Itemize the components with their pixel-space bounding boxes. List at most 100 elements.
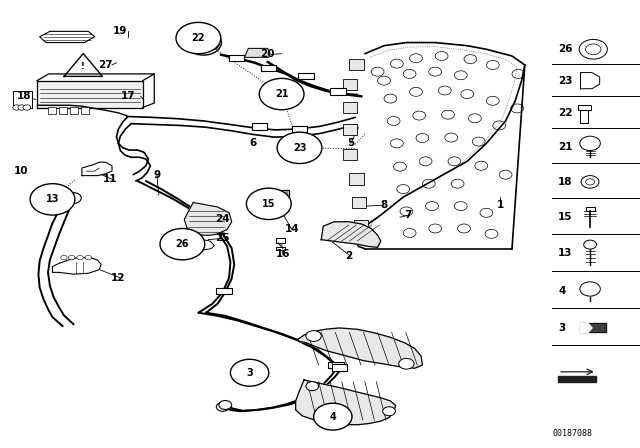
Bar [352,197,366,208]
Text: 27: 27 [99,60,113,70]
Text: !: ! [81,62,85,71]
Polygon shape [244,48,270,57]
Text: 15: 15 [262,199,276,209]
Text: 22: 22 [558,108,573,118]
Circle shape [186,30,221,55]
Circle shape [13,105,20,110]
Text: 00187088: 00187088 [552,429,592,438]
Polygon shape [276,247,285,250]
Bar [81,107,89,114]
Circle shape [66,193,81,203]
Text: 14: 14 [285,224,299,234]
Polygon shape [192,238,214,250]
Text: 26: 26 [558,44,573,54]
Text: 3: 3 [246,368,253,378]
Circle shape [277,132,322,164]
Circle shape [306,331,321,341]
Circle shape [580,136,600,151]
Circle shape [579,39,607,59]
Polygon shape [578,105,591,110]
Polygon shape [558,376,596,382]
Polygon shape [64,54,102,77]
Text: 2: 2 [345,251,353,261]
Text: 21: 21 [275,89,289,99]
Bar [332,364,347,370]
Text: 26: 26 [175,239,189,249]
Bar [349,173,364,185]
Circle shape [259,78,304,110]
Text: 18: 18 [17,91,31,101]
Text: 1: 1 [497,200,504,210]
Text: 18: 18 [558,177,573,187]
Polygon shape [580,110,588,123]
Text: 10: 10 [14,166,28,176]
Bar [48,107,56,114]
Polygon shape [296,380,396,425]
Text: 23: 23 [558,76,573,86]
Bar [59,107,67,114]
Circle shape [18,105,26,110]
Text: 22: 22 [191,33,205,43]
Circle shape [85,255,92,260]
Text: 17: 17 [121,91,135,101]
Text: 23: 23 [292,143,307,153]
Bar [343,79,357,90]
Polygon shape [40,31,95,43]
Polygon shape [52,258,101,274]
Circle shape [219,401,232,409]
Circle shape [30,184,75,215]
Circle shape [580,282,600,296]
Text: 4: 4 [330,412,336,422]
Circle shape [179,235,198,249]
Text: 13: 13 [45,194,60,204]
Bar [229,55,244,61]
Text: 20: 20 [260,49,275,59]
Polygon shape [580,73,600,89]
Polygon shape [82,162,112,176]
Bar [343,149,357,160]
Text: 6: 6 [249,138,257,148]
Polygon shape [580,323,592,332]
Polygon shape [580,323,606,332]
Circle shape [55,193,70,203]
Polygon shape [298,328,422,368]
Circle shape [306,382,319,391]
Circle shape [176,22,221,54]
Bar [252,123,267,129]
Bar [328,362,344,368]
Circle shape [216,402,229,411]
Circle shape [399,358,414,369]
Circle shape [314,403,352,430]
Bar [343,124,357,135]
Bar [330,88,346,95]
Circle shape [383,407,396,416]
Bar [292,126,307,132]
Text: 15: 15 [558,212,573,222]
Bar [343,102,357,113]
Polygon shape [276,238,285,243]
Text: 4: 4 [558,286,566,296]
Polygon shape [37,81,143,108]
Polygon shape [197,40,220,49]
Bar [216,288,232,294]
Text: 8: 8 [380,200,388,210]
Text: 19: 19 [113,26,127,36]
Text: 16: 16 [276,250,290,259]
Polygon shape [256,190,289,208]
Bar [298,73,314,79]
Bar [261,65,276,71]
Text: 25: 25 [216,233,230,243]
Text: 11: 11 [103,174,117,184]
Text: 13: 13 [558,248,573,258]
Circle shape [584,240,596,249]
Circle shape [77,255,83,260]
Circle shape [23,105,31,110]
Text: 12: 12 [111,273,125,283]
Circle shape [581,176,599,188]
Text: 24: 24 [216,214,230,224]
Bar [354,220,368,232]
Polygon shape [586,207,595,211]
Circle shape [230,359,269,386]
Circle shape [61,255,67,260]
Bar [70,107,78,114]
